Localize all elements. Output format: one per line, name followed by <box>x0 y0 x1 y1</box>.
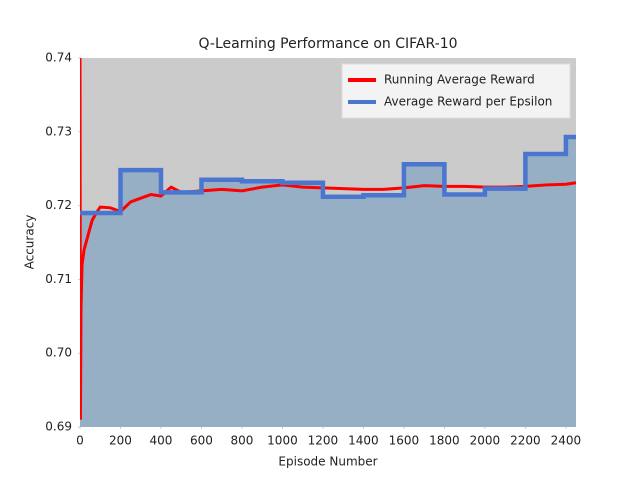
x-tick-label: 2400 <box>551 434 582 448</box>
step-line <box>80 134 576 216</box>
x-tick-label: 2200 <box>510 434 541 448</box>
x-tick-label: 1000 <box>267 434 298 448</box>
legend-box <box>341 63 571 119</box>
x-tick-label: 0 <box>76 434 84 448</box>
x-tick-label: 800 <box>231 434 254 448</box>
x-tick-label: 400 <box>150 434 173 448</box>
y-tick-label: 0.70 <box>45 346 72 360</box>
legend-label: Running Average Reward <box>384 73 535 87</box>
y-tick-label: 0.73 <box>45 124 72 138</box>
x-axis-label: Episode Number <box>278 455 377 469</box>
x-tick-label: 1200 <box>308 434 339 448</box>
y-tick-label: 0.69 <box>45 420 72 434</box>
x-tick-label: 600 <box>190 434 213 448</box>
x-tick-label: 1600 <box>389 434 420 448</box>
y-tick-label: 0.71 <box>45 272 72 286</box>
x-tick-label: 2000 <box>470 434 501 448</box>
x-tick-label: 1400 <box>348 434 379 448</box>
y-tick-label: 0.74 <box>45 51 72 65</box>
y-tick-label: 0.72 <box>45 198 72 212</box>
legend-label: Average Reward per Epsilon <box>384 95 552 109</box>
x-tick-label: 1800 <box>429 434 460 448</box>
step-area <box>80 136 576 427</box>
y-axis-label: Accuracy <box>23 215 37 270</box>
x-tick-label: 200 <box>109 434 132 448</box>
chart-title: Q-Learning Performance on CIFAR-10 <box>198 36 457 52</box>
